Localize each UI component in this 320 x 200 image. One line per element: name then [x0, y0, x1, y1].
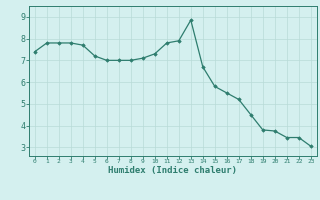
X-axis label: Humidex (Indice chaleur): Humidex (Indice chaleur): [108, 166, 237, 175]
